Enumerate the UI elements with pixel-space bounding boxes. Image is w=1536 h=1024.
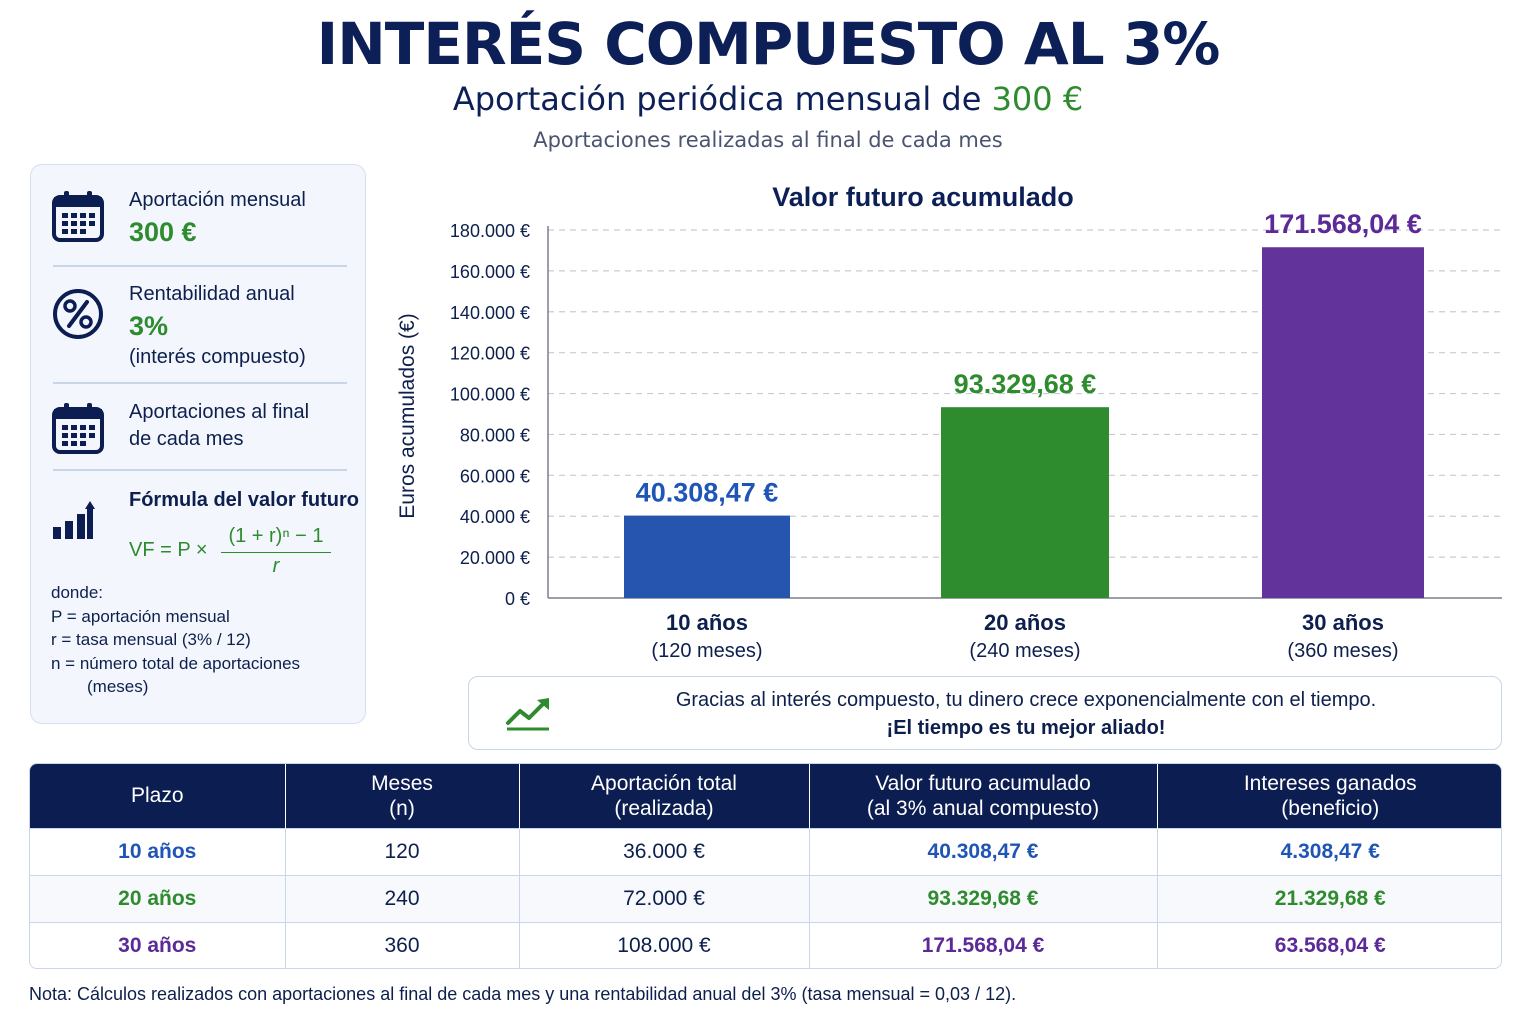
calendar-icon [52, 403, 104, 454]
header-plazo: Plazo [30, 764, 286, 828]
percent-icon [53, 289, 103, 339]
y-tick-label: 20.000 € [460, 548, 530, 568]
where-title: donde: [51, 583, 103, 602]
header-intereses: Intereses ganados (beneficio) [1157, 764, 1501, 828]
header-valor-label: Valor futuro acumulado [875, 771, 1091, 795]
where-p: P = aportación mensual [51, 606, 230, 626]
header-valor-sub: (al 3% anual compuesto) [866, 796, 1100, 820]
y-axis-label: Euros acumulados (€) [396, 313, 419, 518]
info-panel: Aportación mensual 300 € Rentabilidad an… [30, 164, 366, 724]
callout-box: Gracias al interés compuesto, tu dinero … [468, 676, 1502, 750]
header-meses-label: Meses [371, 771, 433, 795]
y-tick-label: 180.000 € [450, 221, 530, 241]
bar [1262, 247, 1424, 598]
page-title: INTERÉS COMPUESTO AL 3% [316, 10, 1221, 78]
where-r: r = tasa mensual (3% / 12) [51, 630, 251, 649]
subtitle-text: Aportación periódica mensual de [452, 80, 992, 118]
table-row: 20 años 240 72.000 € 93.329,68 € 21.329,… [30, 874, 1501, 922]
rate-note: (interés compuesto) [129, 346, 306, 368]
header-aportacion-sub: (realizada) [614, 796, 714, 820]
header-aportacion: Aportación total (realizada) [519, 764, 810, 828]
divider [53, 265, 347, 267]
table-header-row: Plazo Meses (n) Aportación total (realizad… [30, 764, 1501, 828]
formula-label: Fórmula del valor futuro [129, 489, 360, 511]
cell-plazo: 30 años [30, 921, 286, 968]
bar-value-label: 40.308,47 € [636, 478, 779, 508]
monthly-value: 300 € [129, 217, 197, 247]
x-tick-sublabel: (120 meses) [651, 640, 762, 662]
cell-intereses: 63.568,04 € [1157, 921, 1501, 968]
cell-valor: 40.308,47 € [809, 827, 1158, 875]
x-tick-label: 30 años [1302, 610, 1384, 635]
cell-intereses: 4.308,47 € [1157, 827, 1501, 875]
y-tick-label: 120.000 € [450, 344, 530, 364]
header-meses: Meses (n) [285, 764, 520, 828]
x-tick-sublabel: (360 meses) [1287, 640, 1398, 662]
cell-aportacion: 72.000 € [519, 874, 810, 922]
y-tick-label: 100.000 € [450, 385, 530, 405]
cell-meses: 240 [285, 874, 520, 922]
page-subtitle: Aportación periódica mensual de 300 € [0, 80, 1536, 118]
callout-highlight: ¡El tiempo es tu mejor aliado! [886, 717, 1166, 739]
header-aportacion-label: Aportación total [591, 771, 737, 795]
y-tick-label: 140.000 € [450, 303, 530, 323]
x-tick-sublabel: (240 meses) [969, 640, 1080, 662]
where-n2: (meses) [87, 677, 149, 696]
y-tick-label: 80.000 € [460, 425, 530, 445]
formula-denominator: r [272, 555, 280, 577]
cell-plazo: 10 años [30, 827, 286, 875]
timing-line1: Aportaciones al final [129, 401, 310, 423]
cell-valor: 171.568,04 € [809, 921, 1158, 968]
header-intereses-sub: (beneficio) [1281, 796, 1380, 820]
bar [941, 407, 1109, 598]
cell-valor: 93.329,68 € [809, 874, 1158, 922]
formula-fraction: (1 + r)ⁿ − 1 r [221, 525, 331, 578]
bar-value-label: 171.568,04 € [1264, 209, 1422, 239]
y-tick-label: 40.000 € [460, 507, 530, 527]
callout-text: Gracias al interés compuesto, tu dinero … [675, 689, 1377, 711]
trend-up-icon [506, 698, 549, 731]
bar [624, 515, 790, 598]
divider [53, 382, 347, 384]
bar-value-label: 93.329,68 € [954, 369, 1097, 399]
calendar-icon [52, 191, 104, 242]
header-intereses-label: Intereses ganados [1243, 771, 1417, 795]
x-tick-label: 20 años [984, 610, 1066, 635]
x-tick-label: 10 años [666, 610, 748, 635]
header-valor-futuro: Valor futuro acumulado (al 3% anual compu… [809, 764, 1158, 828]
formula-numerator: (1 + r)ⁿ − 1 [221, 525, 331, 553]
divider [53, 469, 347, 471]
table-row: 30 años 360 108.000 € 171.568,04 € 63.56… [30, 921, 1501, 968]
timing-line2: de cada mes [129, 428, 244, 450]
y-tick-label: 0 € [505, 589, 530, 609]
chart-title: Valor futuro acumulado [772, 182, 1074, 212]
header-plazo-label: Plazo [130, 784, 184, 808]
y-tick-label: 60.000 € [460, 466, 530, 486]
page-subnote: Aportaciones realizadas al final de cada… [533, 128, 1003, 152]
table-row: 10 años 120 36.000 € 40.308,47 € 4.308,4… [30, 827, 1501, 875]
cell-meses: 120 [285, 827, 520, 875]
rate-label: Rentabilidad anual [129, 283, 295, 305]
monthly-label: Aportación mensual [129, 189, 306, 211]
footnote: Nota: Cálculos realizados con aportacion… [29, 984, 1017, 1004]
cell-intereses: 21.329,68 € [1157, 874, 1501, 922]
cell-aportacion: 36.000 € [519, 827, 810, 875]
header-meses-sub: (n) [389, 796, 415, 820]
cell-aportacion: 108.000 € [519, 921, 810, 968]
y-tick-label: 160.000 € [450, 262, 530, 282]
bar-chart: Valor futuro acumulado 0 € 20.000 € 40.000 … [396, 182, 1502, 662]
results-table: Plazo Meses (n) Aportación total (realizad… [29, 763, 1502, 969]
cell-plazo: 20 años [30, 874, 286, 922]
formula-lhs: VF = P × [129, 539, 208, 561]
where-n: n = número total de aportaciones [51, 653, 301, 673]
rate-value: 3% [129, 311, 169, 341]
subtitle-amount: 300 € [991, 80, 1084, 118]
formula-legend: donde: P = aportación mensual r = tasa m… [51, 581, 300, 699]
cell-meses: 360 [285, 921, 520, 968]
bar-chart-icon [53, 501, 95, 539]
